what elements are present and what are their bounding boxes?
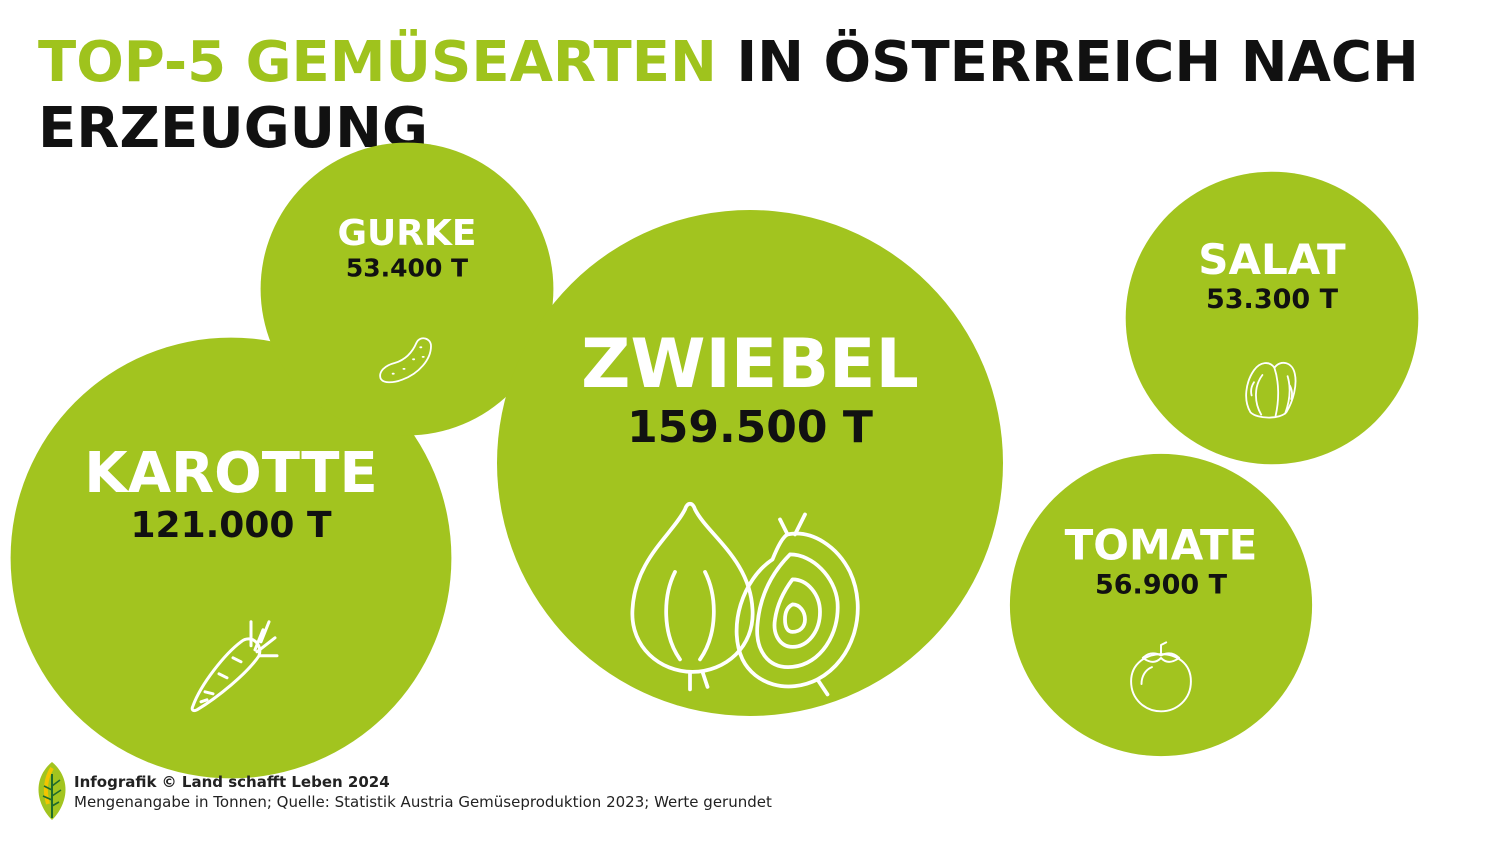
page-title: TOP-5 GEMÜSEARTEN IN ÖSTERREICH NACH ERZ…: [38, 30, 1478, 162]
bubble-value-gurke: 53.400 T: [346, 253, 468, 282]
bubble-label-gurke: GURKE: [338, 213, 477, 254]
bubble-circle-tomate: [1009, 453, 1313, 757]
title-highlight: TOP-5 GEMÜSEARTEN: [38, 30, 717, 95]
bubble-circle-salat: [1125, 171, 1419, 465]
land-schafft-leben-logo: [38, 762, 66, 820]
cucumber-icon: [379, 337, 432, 384]
bubble-circle-zwiebel: [497, 210, 1003, 716]
bubble-value-tomate: 56.900 T: [1095, 569, 1228, 600]
bubble-value-karotte: 121.000 T: [130, 505, 332, 546]
carrot-icon: [190, 620, 279, 713]
bubble-label-tomate: TOMATE: [1065, 521, 1258, 570]
footer-note: Mengenangabe in Tonnen; Quelle: Statisti…: [74, 793, 772, 811]
bubble-label-karotte: KAROTTE: [84, 441, 377, 506]
bubble-label-salat: SALAT: [1198, 235, 1346, 284]
tomato-icon: [1130, 641, 1192, 713]
bubble-value-salat: 53.300 T: [1206, 284, 1339, 315]
footer-credit: Infografik © Land schafft Leben 2024: [74, 773, 390, 791]
onion-icon: [630, 501, 860, 697]
lettuce-icon: [1245, 361, 1297, 419]
bubble-circle-gurke: [260, 142, 554, 436]
footer: Infografik © Land schafft Leben 2024 Men…: [74, 772, 772, 812]
bubble-circle-karotte: [10, 337, 452, 779]
bubble-label-zwiebel: ZWIEBEL: [581, 325, 919, 404]
bubble-value-zwiebel: 159.500 T: [627, 402, 873, 453]
